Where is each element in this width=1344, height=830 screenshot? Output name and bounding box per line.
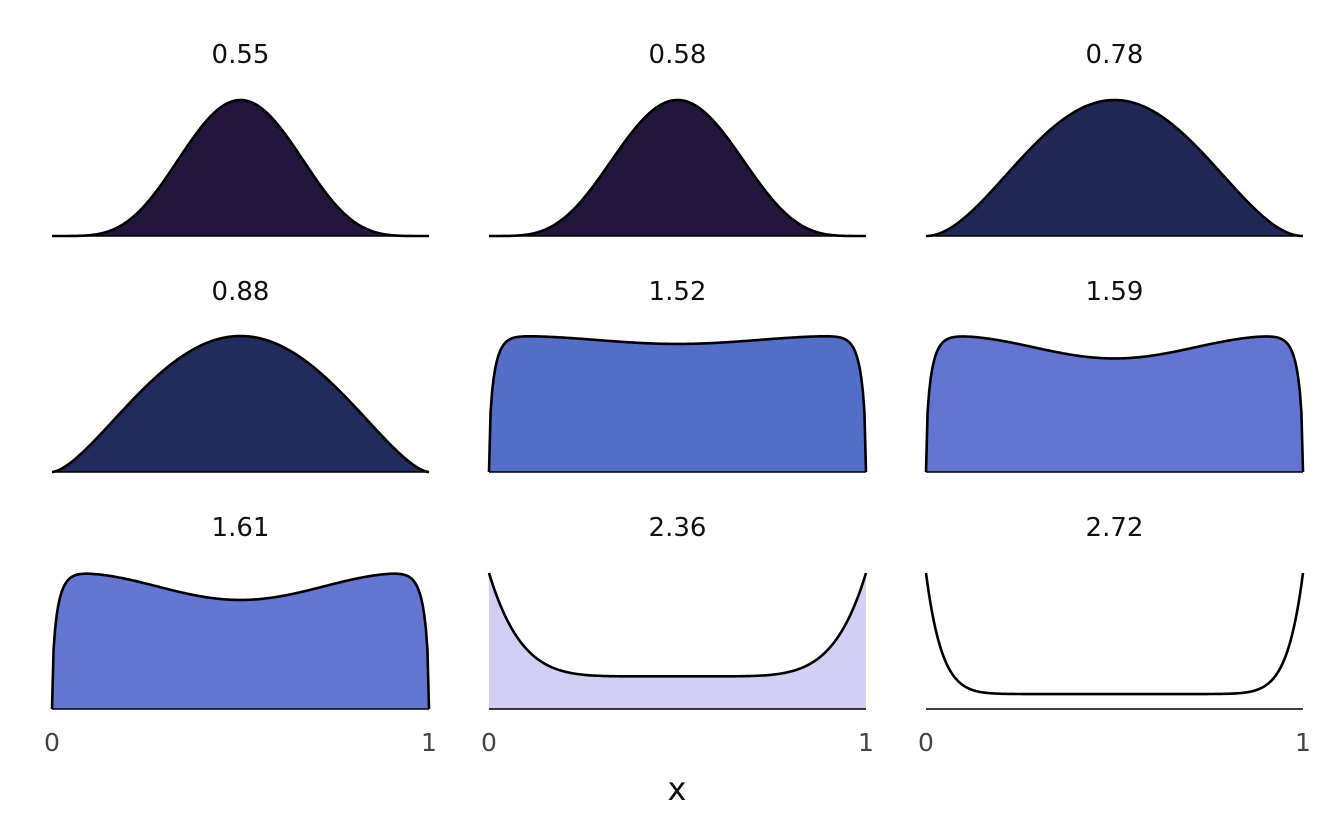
density-curve [489,98,866,238]
panel-1: 0.55 [52,40,429,238]
panel-8: 2.36 0 1 [481,513,874,757]
panel-title: 1.61 [212,513,270,543]
density-curve [924,572,1305,696]
density-curve [924,335,1305,473]
density-area [52,336,429,472]
panel-3: 0.78 [925,40,1304,238]
density-area [489,573,866,709]
density-area [926,573,1303,709]
x-tick-label: 0 [44,728,60,757]
density-area [52,100,429,236]
density-area [926,336,1303,472]
panel-4: 0.88 [51,277,430,474]
panel-9: 2.72 0 1 [918,513,1311,757]
x-tick-label: 1 [1295,728,1311,757]
panel-2: 0.58 [489,40,866,238]
density-curve [925,98,1304,238]
x-tick-label: 0 [918,728,934,757]
panel-title: 2.72 [1086,513,1144,543]
x-axis-label: x [668,770,687,808]
panel-7: 1.61 0 1 [44,513,437,757]
density-area [926,100,1303,236]
panel-6: 1.59 [924,277,1305,473]
density-area [489,100,866,236]
small-multiples-grid: 0.55 0.58 0.780.88 1.52 1.591.610 12.360 12.72… [44,40,1311,757]
density-curve [50,572,431,710]
panel-title: 1.59 [1086,277,1144,307]
panel-title: 0.88 [212,277,270,307]
x-tick-label: 1 [421,728,437,757]
panel-5: 1.52 [487,277,868,473]
density-area [52,573,429,709]
panel-title: 0.78 [1086,40,1144,70]
density-curve [51,334,430,474]
x-tick-label: 0 [481,728,497,757]
density-curve [487,334,868,473]
panel-title: 2.36 [649,513,707,543]
density-area [489,336,866,472]
panel-title: 1.52 [649,277,707,307]
density-curve [487,572,868,678]
density-curve [52,98,429,238]
x-tick-label: 1 [858,728,874,757]
panel-title: 0.58 [649,40,707,70]
panel-title: 0.55 [212,40,270,70]
